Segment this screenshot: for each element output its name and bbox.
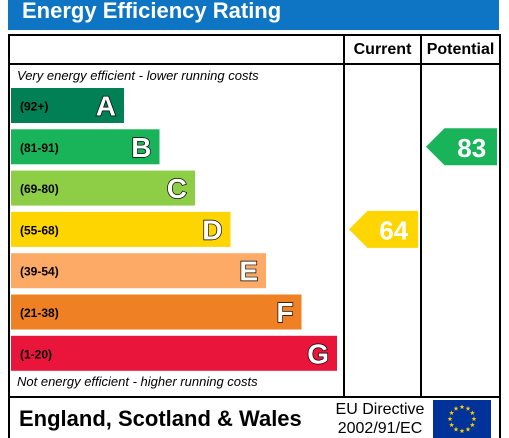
band-bar-g bbox=[11, 335, 337, 371]
band-range-f: (21-38) bbox=[20, 306, 59, 320]
footer: England, Scotland & Wales EU Directive 2… bbox=[8, 396, 501, 438]
band-f: (21-38) F bbox=[11, 294, 302, 330]
potential-rating-arrow: 83 bbox=[426, 128, 497, 166]
potential-rating-arrow-value: 83 bbox=[457, 133, 486, 163]
current-rating-arrow-shape bbox=[349, 210, 418, 248]
flag-star bbox=[447, 416, 453, 422]
note-efficient: Very energy efficient - lower running co… bbox=[17, 68, 259, 83]
flag-star bbox=[469, 422, 475, 428]
flag-star bbox=[449, 410, 455, 416]
band-range-g: (1-20) bbox=[20, 347, 52, 361]
band-b: (81-91) B bbox=[11, 129, 160, 165]
rating-bands-chart: (92+) A (81-91) B (69-80) C (55-68) D (39-54) E (2… bbox=[11, 88, 497, 371]
band-bar-e bbox=[11, 253, 266, 289]
region-label: England, Scotland & Wales bbox=[19, 406, 302, 431]
band-bar-d bbox=[11, 211, 231, 247]
header-background bbox=[8, 0, 499, 30]
note-inefficient: Not energy efficient - higher running co… bbox=[17, 374, 258, 389]
potential-rating-arrow-shape bbox=[426, 128, 497, 166]
band-range-a: (92+) bbox=[20, 100, 48, 114]
band-bar-b bbox=[11, 129, 160, 165]
band-a: (92+) A bbox=[11, 88, 124, 123]
band-letter-e: E bbox=[239, 256, 258, 287]
band-bar-f bbox=[11, 294, 302, 330]
flag-star bbox=[453, 406, 459, 411]
header-bar: Energy Efficiency Rating bbox=[8, 0, 499, 30]
flag-star bbox=[471, 416, 477, 422]
header-divider bbox=[10, 63, 499, 65]
directive-line-2: 2002/91/EC bbox=[337, 420, 423, 437]
column-divider-current bbox=[343, 36, 345, 396]
eu-directive-label: EU Directive 2002/91/EC bbox=[328, 400, 432, 438]
band-c: (69-80) C bbox=[11, 170, 195, 206]
band-range-c: (69-80) bbox=[20, 182, 59, 196]
flag-star bbox=[459, 404, 465, 410]
column-divider-potential bbox=[420, 36, 422, 396]
band-bar-c bbox=[11, 170, 195, 206]
column-header-current: Current bbox=[353, 41, 412, 58]
band-letter-c: C bbox=[167, 173, 187, 204]
band-g: (1-20) G bbox=[11, 335, 337, 371]
band-e: (39-54) E bbox=[11, 253, 266, 289]
page-title: Energy Efficiency Rating bbox=[22, 0, 282, 23]
column-header-potential: Potential bbox=[426, 41, 495, 58]
band-bar-a bbox=[11, 88, 124, 123]
flag-star bbox=[469, 410, 475, 416]
current-rating-arrow-value: 64 bbox=[379, 215, 408, 245]
flag-star bbox=[453, 426, 459, 432]
band-letter-d: D bbox=[202, 214, 222, 245]
flag-star bbox=[465, 406, 471, 411]
band-letter-f: F bbox=[276, 297, 293, 328]
band-letter-b: B bbox=[131, 132, 151, 163]
rating-table: Current Potential Very energy efficient … bbox=[8, 34, 501, 398]
flag-star bbox=[449, 422, 455, 428]
band-letter-a: A bbox=[96, 91, 116, 122]
band-letter-g: G bbox=[307, 338, 329, 369]
band-range-b: (81-91) bbox=[20, 141, 59, 155]
flag-star bbox=[465, 426, 471, 432]
directive-line-1: EU Directive bbox=[335, 401, 425, 418]
band-range-e: (39-54) bbox=[20, 265, 59, 279]
eu-flag-icon bbox=[433, 400, 491, 438]
current-rating-arrow: 64 bbox=[349, 210, 418, 248]
band-d: (55-68) D bbox=[11, 211, 231, 247]
band-range-d: (55-68) bbox=[20, 223, 59, 237]
